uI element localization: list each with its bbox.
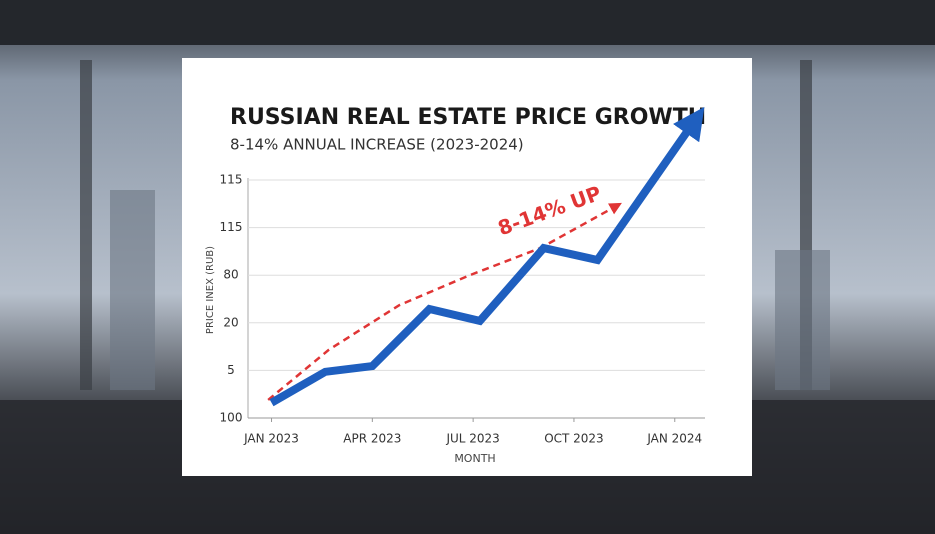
y-tick-label: 115 [220, 173, 243, 187]
building [775, 250, 830, 390]
chart-title: RUSSIAN REAL ESTATE PRICE GROWTH [230, 105, 706, 130]
y-tick-label: 100 [220, 411, 243, 425]
x-tick-label: JAN 2024 [646, 432, 702, 446]
y-tick-label: 80 [223, 268, 238, 282]
y-tick-label: 115 [220, 220, 243, 234]
y-tick-label: 20 [223, 315, 238, 329]
trend-line [267, 202, 622, 401]
window-frame [80, 60, 92, 390]
building [110, 190, 155, 390]
x-axis-label: MONTH [454, 452, 495, 465]
x-tick-label: APR 2023 [343, 432, 401, 446]
ceiling [0, 0, 935, 45]
y-axis-label: PRICE INEX (RUB) [205, 246, 216, 334]
chart-card [182, 58, 752, 476]
y-tick-label: 5 [227, 363, 235, 377]
x-tick-label: JUL 2023 [445, 432, 499, 446]
x-tick-label: OCT 2023 [544, 432, 604, 446]
chart-subtitle: 8-14% ANNUAL INCREASE (2023-2024) [230, 136, 524, 154]
price-line [269, 106, 705, 407]
x-tick-label: JAN 2023 [243, 432, 299, 446]
